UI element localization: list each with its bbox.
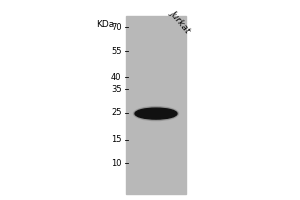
Text: 25: 25: [111, 108, 122, 117]
Text: 40: 40: [111, 72, 122, 82]
Text: 15: 15: [111, 136, 122, 144]
Text: KDa: KDa: [96, 20, 114, 29]
Text: 70: 70: [111, 22, 122, 31]
Text: 10: 10: [111, 158, 122, 167]
Text: 35: 35: [111, 85, 122, 94]
Text: Jurkat: Jurkat: [168, 8, 192, 34]
Ellipse shape: [135, 108, 177, 119]
Bar: [126, 16, 186, 194]
Text: 55: 55: [111, 46, 122, 55]
Ellipse shape: [134, 107, 178, 121]
